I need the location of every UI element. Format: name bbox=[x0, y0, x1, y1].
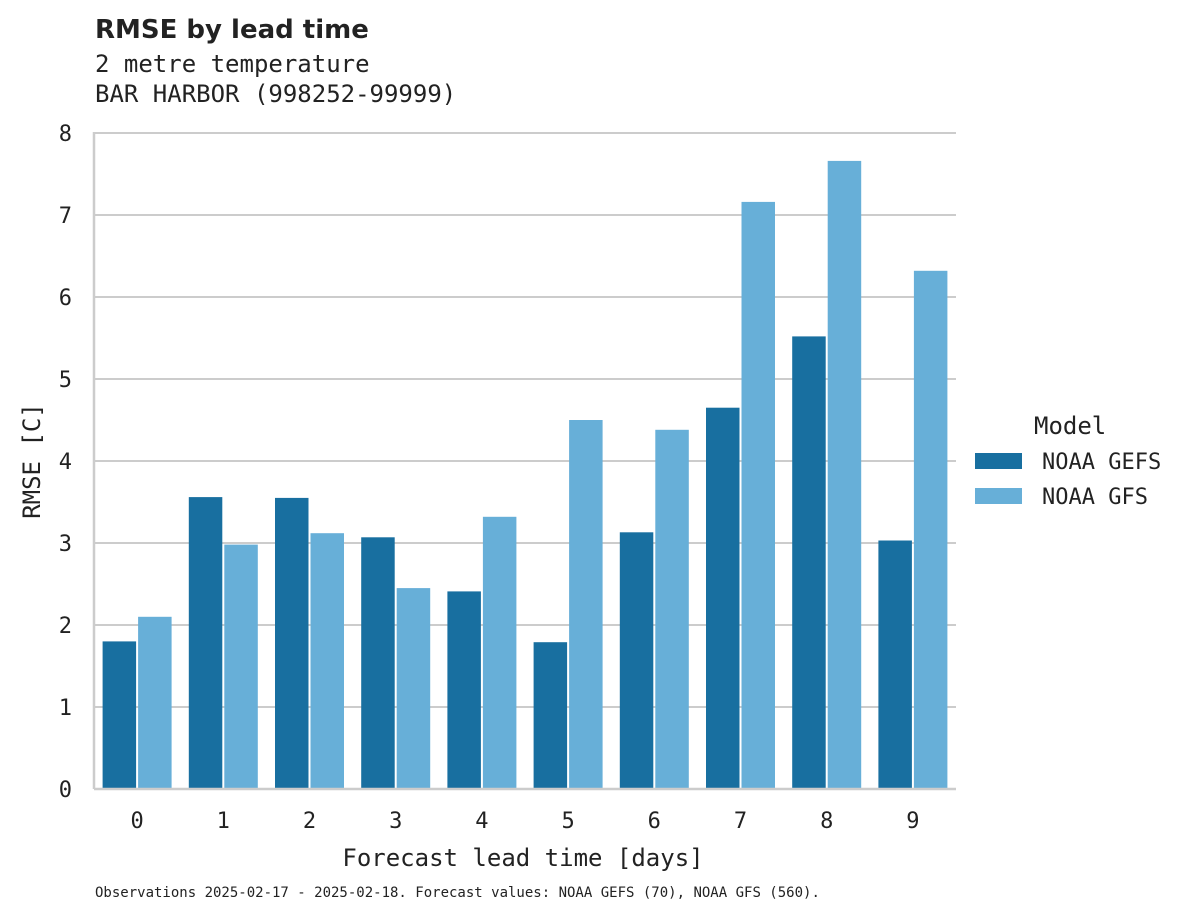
gridlines bbox=[94, 132, 956, 708]
bar-noaa-gfs-day-3 bbox=[396, 588, 431, 789]
chart-subtitle-variable: 2 metre temperature bbox=[95, 50, 370, 78]
bar-noaa-gefs-day-6 bbox=[619, 532, 654, 789]
x-tick-label-2: 2 bbox=[303, 809, 316, 834]
bars bbox=[102, 160, 948, 789]
bar-noaa-gefs-day-4 bbox=[447, 591, 481, 789]
chart-subtitle-station: BAR HARBOR (998252-99999) bbox=[95, 80, 457, 108]
chart-footnote: Observations 2025-02-17 - 2025-02-18. Fo… bbox=[95, 885, 820, 901]
y-tick-label-0: 0 bbox=[59, 778, 72, 803]
bar-noaa-gefs-day-7 bbox=[706, 407, 740, 789]
legend-label-noaa-gefs: NOAA GEFS bbox=[1042, 450, 1161, 475]
y-axis-label: RMSE [C] bbox=[18, 403, 46, 519]
bar-noaa-gefs-day-2 bbox=[275, 497, 309, 789]
y-tick-label-6: 6 bbox=[59, 286, 72, 311]
bar-noaa-gefs-day-1 bbox=[188, 497, 223, 789]
x-tick-label-7: 7 bbox=[734, 809, 747, 834]
bar-noaa-gfs-day-2 bbox=[310, 533, 344, 789]
x-tick-label-8: 8 bbox=[820, 809, 833, 834]
chart-title: RMSE by lead time bbox=[95, 15, 369, 45]
x-tick-labels: 0 1 2 3 4 5 6 7 8 9 bbox=[130, 809, 919, 834]
bar-noaa-gefs-day-8 bbox=[792, 336, 826, 789]
bar-noaa-gfs-day-4 bbox=[482, 516, 517, 789]
legend-label-noaa-gfs: NOAA GFS bbox=[1042, 485, 1148, 510]
bar-noaa-gfs-day-6 bbox=[655, 429, 689, 789]
legend-title: Model bbox=[1034, 412, 1106, 440]
y-tick-label-1: 1 bbox=[59, 696, 72, 721]
legend-swatch-noaa-gfs bbox=[975, 488, 1022, 504]
y-tick-label-8: 8 bbox=[59, 122, 72, 147]
x-tick-label-3: 3 bbox=[389, 809, 402, 834]
legend-swatch-noaa-gefs bbox=[975, 453, 1022, 469]
bar-noaa-gfs-day-8 bbox=[827, 160, 862, 789]
bar-noaa-gfs-day-5 bbox=[569, 420, 603, 789]
bar-noaa-gefs-day-9 bbox=[878, 540, 912, 789]
y-tick-label-7: 7 bbox=[59, 204, 72, 229]
x-tick-label-1: 1 bbox=[217, 809, 230, 834]
x-axis-label: Forecast lead time [days] bbox=[342, 844, 703, 872]
bar-noaa-gfs-day-7 bbox=[741, 201, 775, 789]
x-tick-label-6: 6 bbox=[648, 809, 661, 834]
x-tick-label-5: 5 bbox=[561, 809, 574, 834]
axes bbox=[92, 132, 956, 791]
y-tick-label-5: 5 bbox=[59, 368, 72, 393]
x-tick-label-0: 0 bbox=[130, 809, 143, 834]
x-tick-label-4: 4 bbox=[475, 809, 488, 834]
bar-noaa-gefs-day-0 bbox=[102, 641, 137, 789]
y-tick-label-4: 4 bbox=[59, 450, 72, 475]
y-tick-label-2: 2 bbox=[59, 614, 72, 639]
y-tick-label-3: 3 bbox=[59, 532, 72, 557]
bar-noaa-gefs-day-3 bbox=[361, 537, 395, 789]
bar-noaa-gfs-day-0 bbox=[138, 616, 172, 789]
x-tick-label-9: 9 bbox=[906, 809, 919, 834]
legend: Model NOAA GEFS NOAA GFS bbox=[975, 412, 1161, 510]
bar-noaa-gefs-day-5 bbox=[533, 642, 568, 789]
y-tick-labels: 0 1 2 3 4 5 6 7 8 bbox=[59, 122, 72, 803]
bar-noaa-gfs-day-1 bbox=[224, 544, 258, 789]
bar-noaa-gfs-day-9 bbox=[913, 270, 948, 789]
